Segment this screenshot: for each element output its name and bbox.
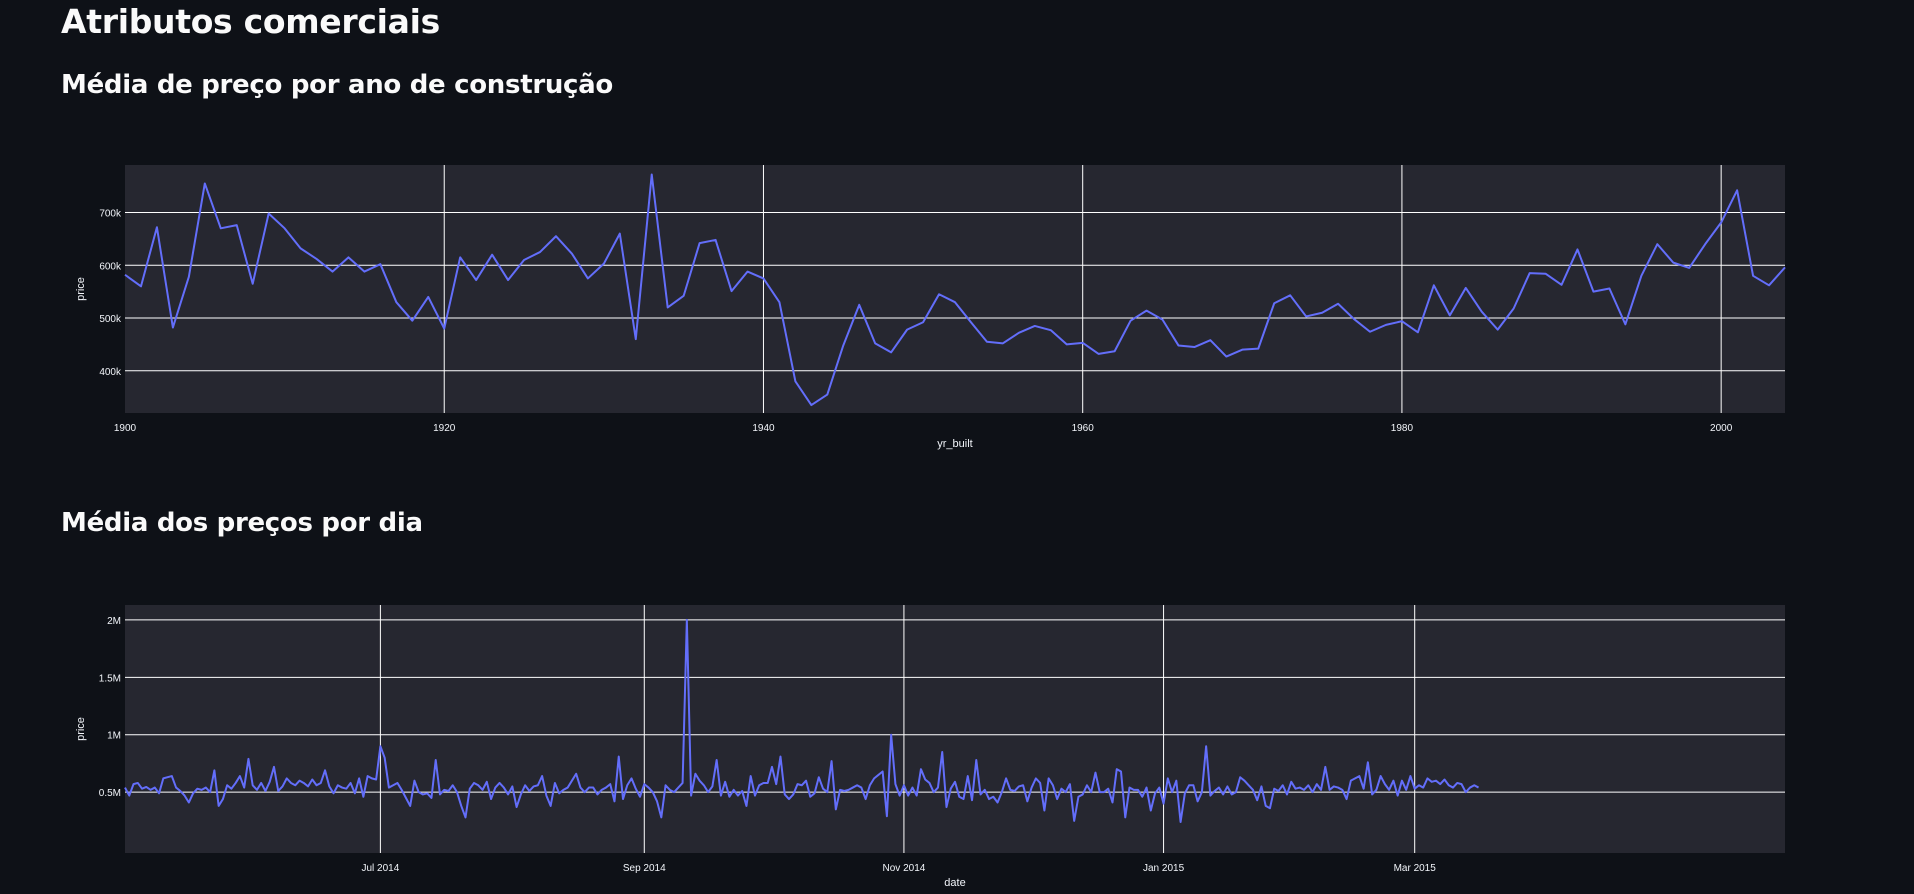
x-tick-label: 1900 <box>114 423 137 434</box>
chart-price-by-year-built[interactable]: 400k 500k 600k 700k 1900 1920 1940 1960 1980 200… <box>0 150 1914 450</box>
y-tick-label: 700k <box>99 208 122 219</box>
y-tick-label: 500k <box>99 314 122 325</box>
series-line[interactable] <box>124 618 1480 823</box>
y-tick-label: 1M <box>107 731 121 742</box>
plot-area <box>125 165 1785 413</box>
x-tick-label: Sep 2014 <box>623 863 666 874</box>
plot-area <box>125 605 1785 853</box>
x-tick-label: Nov 2014 <box>883 863 926 874</box>
series-line[interactable] <box>124 173 1786 407</box>
y-tick-label: 1.5M <box>99 673 121 684</box>
y-axis-label: price <box>75 717 87 741</box>
section-title-price-by-day: Média dos preços por dia <box>61 508 423 538</box>
x-tick-label: Jan 2015 <box>1143 863 1185 874</box>
x-tick-label: 1920 <box>433 423 456 434</box>
x-tick-label: Mar 2015 <box>1394 863 1437 874</box>
y-tick-label: 2M <box>107 616 121 627</box>
x-axis-label: date <box>944 877 965 889</box>
section-title-price-by-year: Média de preço por ano de construção <box>61 70 613 100</box>
x-tick-label: 2000 <box>1710 423 1733 434</box>
gridlines <box>125 605 1785 853</box>
y-tick-labels: 0.5M 1M 1.5M 2M <box>99 616 121 799</box>
y-tick-label: 600k <box>99 261 122 272</box>
y-tick-label: 400k <box>99 367 122 378</box>
x-axis-label: yr_built <box>937 438 972 450</box>
y-axis-label: price <box>75 277 87 301</box>
y-tick-label: 0.5M <box>99 788 121 799</box>
x-tick-label: 1980 <box>1391 423 1414 434</box>
x-tick-labels: Jul 2014 Sep 2014 Nov 2014 Jan 2015 Mar 2015 <box>361 863 1436 874</box>
chart-price-by-day[interactable]: 0.5M 1M 1.5M 2M Jul 2014 Sep 2014 Nov 2014 Jan… <box>0 590 1914 890</box>
page-title: Atributos comerciais <box>61 2 440 41</box>
y-tick-labels: 400k 500k 600k 700k <box>99 208 122 377</box>
x-tick-label: 1960 <box>1072 423 1095 434</box>
x-tick-label: 1940 <box>752 423 775 434</box>
x-tick-label: Jul 2014 <box>361 863 399 874</box>
gridlines <box>125 165 1785 413</box>
x-tick-labels: 1900 1920 1940 1960 1980 2000 <box>114 423 1733 434</box>
